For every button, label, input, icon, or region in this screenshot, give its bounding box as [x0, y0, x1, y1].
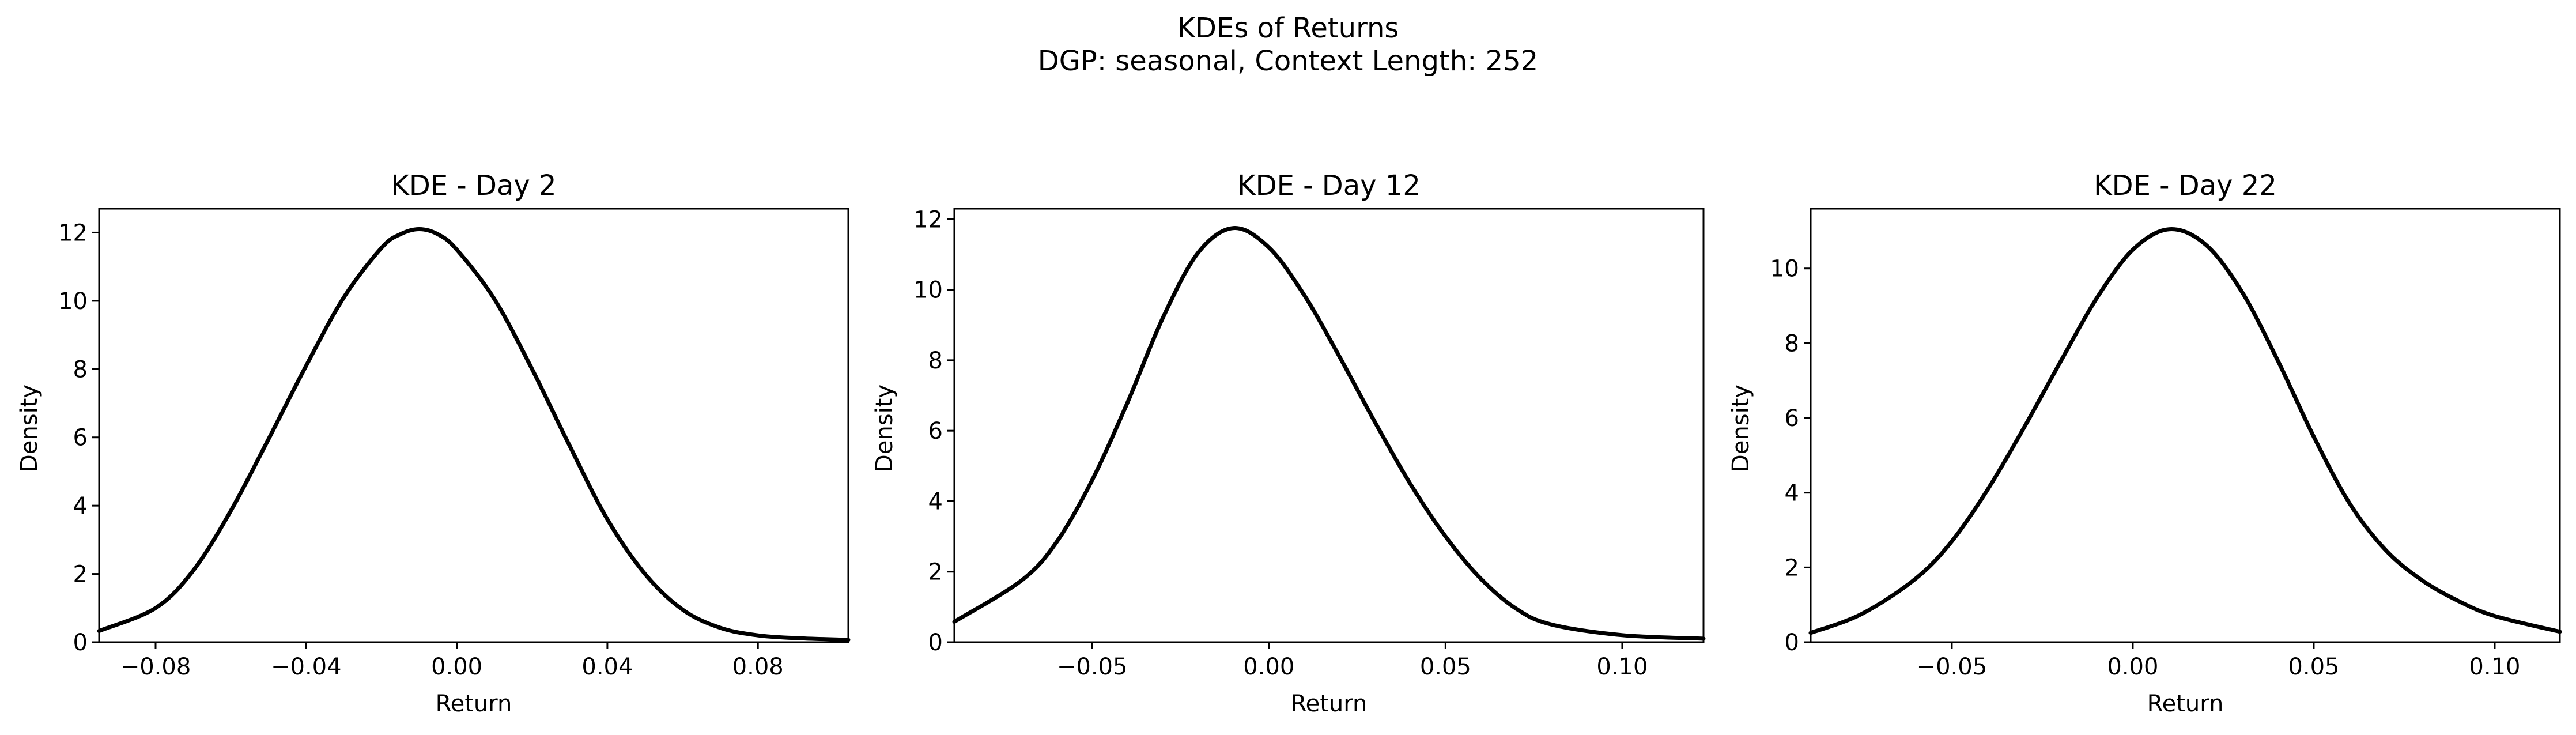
subplot-title: KDE - Day 22: [2094, 169, 2277, 202]
x-axis-label: Return: [436, 691, 512, 717]
y-tick-label: 12: [58, 220, 88, 246]
x-tick-label: 0.08: [732, 654, 784, 680]
x-axis-label: Return: [1291, 691, 1368, 717]
y-tick-label: 10: [1770, 256, 1799, 282]
x-tick-label: 0.00: [1243, 654, 1294, 680]
y-tick-label: 4: [1785, 480, 1799, 507]
tick-group: −0.08 −0.04 0.00 0.04 0.08 0 2 4 6 8 10 12: [58, 220, 784, 680]
y-tick-label: 2: [1785, 555, 1799, 581]
tick-group: −0.05 0.00 0.05 0.10 0 2 4 6 8 10 12: [913, 206, 1648, 680]
x-tick-label: −0.05: [1917, 654, 1988, 680]
y-tick-label: 8: [73, 356, 88, 383]
x-tick-label: −0.05: [1057, 654, 1128, 680]
y-axis-label: Density: [16, 385, 43, 472]
y-tick-label: 8: [928, 348, 943, 374]
y-tick-label: 10: [913, 277, 943, 304]
y-tick-label: 0: [928, 630, 943, 656]
x-axis-label: Return: [2147, 691, 2224, 717]
y-tick-label: 4: [73, 493, 88, 519]
subplot-day-2: KDE - Day 2 Density Return −0.08 −0.04 0.0…: [16, 169, 851, 717]
subplot-day-12: KDE - Day 12 Density Return −0.05 0.00 0.0…: [871, 169, 1706, 717]
y-tick-label: 6: [73, 425, 88, 451]
y-tick-label: 6: [1785, 405, 1799, 432]
plot-frame: [98, 208, 849, 643]
x-tick-label: −0.04: [271, 654, 342, 680]
y-tick-label: 8: [1785, 330, 1799, 357]
subplot-title: KDE - Day 12: [1237, 169, 1421, 202]
tick-group: −0.05 0.00 0.05 0.10 0 2 4 6 8 10: [1770, 256, 2520, 680]
x-tick-label: 0.10: [1596, 654, 1648, 680]
y-axis-label: Density: [1728, 385, 1754, 472]
plot-frame: [953, 208, 1705, 643]
kde-line: [97, 227, 851, 642]
y-tick-label: 4: [928, 488, 943, 515]
kde-line: [952, 226, 1706, 641]
y-tick-label: 10: [58, 288, 88, 315]
y-axis-label: Density: [871, 385, 898, 472]
x-tick-label: 0.10: [2469, 654, 2520, 680]
y-tick-label: 0: [73, 630, 88, 656]
y-tick-label: 6: [928, 418, 943, 444]
y-tick-label: 12: [913, 206, 943, 233]
x-tick-label: 0.00: [431, 654, 482, 680]
x-tick-label: 0.00: [2107, 654, 2158, 680]
plot-frame: [1810, 208, 2561, 643]
x-tick-label: 0.04: [581, 654, 633, 680]
y-tick-label: 0: [1785, 630, 1799, 656]
x-tick-label: −0.08: [120, 654, 191, 680]
figure-title: KDEs of Returns: [1177, 12, 1399, 44]
y-tick-label: 2: [928, 559, 943, 586]
y-tick-label: 2: [73, 561, 88, 588]
subplot-title: KDE - Day 2: [391, 169, 556, 202]
x-tick-label: 0.05: [1420, 654, 1471, 680]
subplot-day-22: KDE - Day 22 Density Return −0.05 0.00 0.0…: [1728, 169, 2562, 717]
kde-line: [1808, 227, 2562, 635]
x-tick-label: 0.05: [2288, 654, 2339, 680]
figure-subtitle: DGP: seasonal, Context Length: 252: [1038, 45, 1538, 77]
